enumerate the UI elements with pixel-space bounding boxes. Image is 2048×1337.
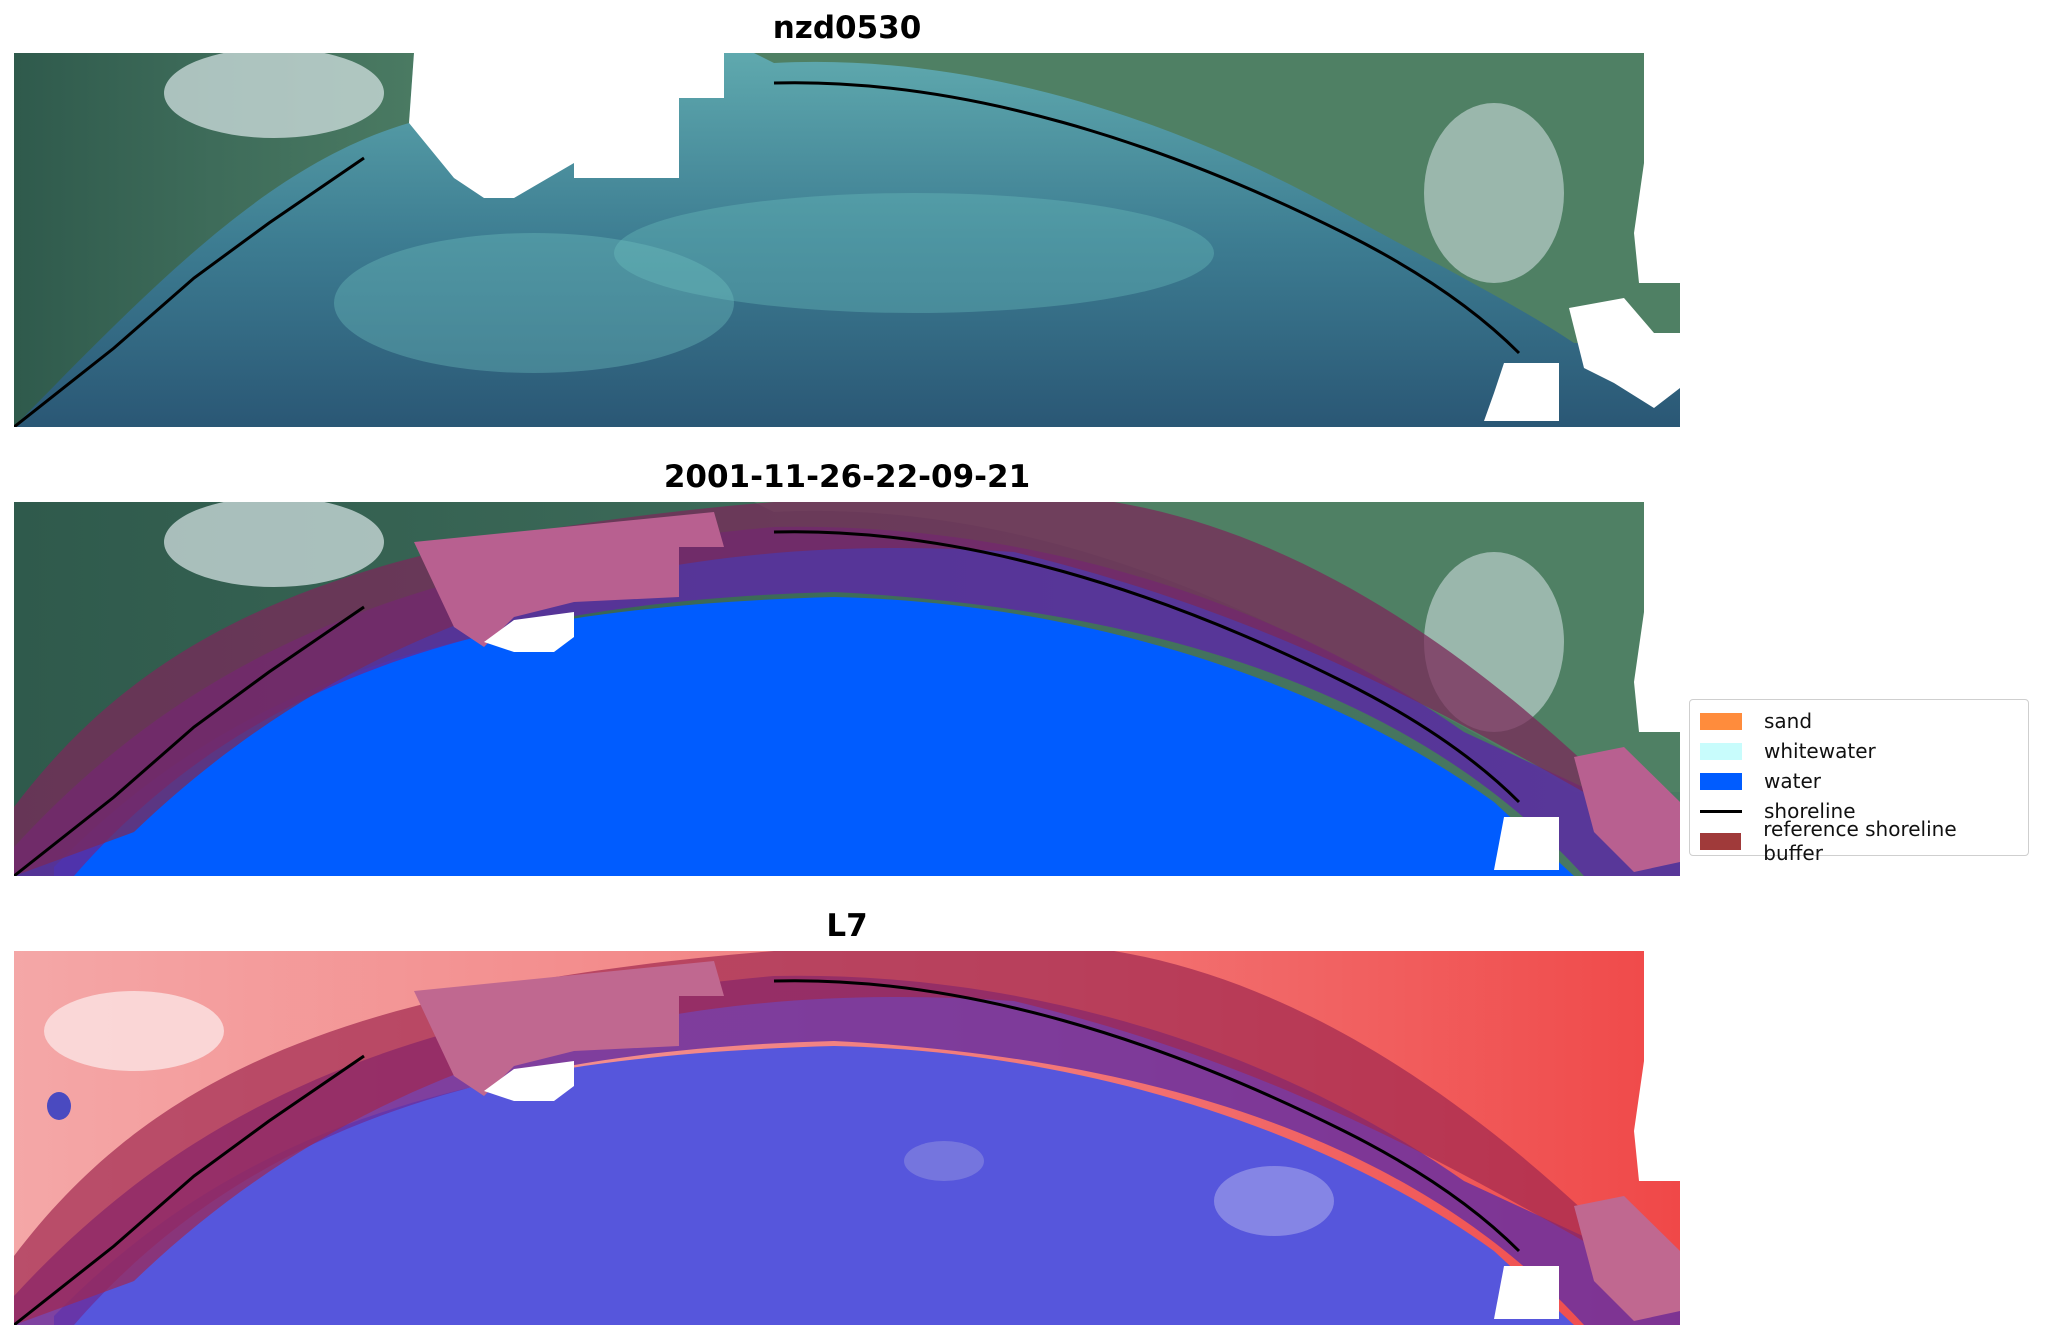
- panel-title-3: L7: [826, 908, 868, 944]
- classified-image: [14, 502, 1680, 876]
- legend-label-whitewater: whitewater: [1764, 739, 1876, 763]
- classified-image-panel: [14, 502, 1680, 876]
- legend-label-sand: sand: [1764, 709, 1813, 733]
- panel-title-2: 2001-11-26-22-09-21: [663, 459, 1031, 495]
- legend-item-reference-buffer: reference shoreline buffer: [1700, 817, 2018, 865]
- legend-label-shoreline: shoreline: [1764, 799, 1856, 823]
- legend-swatch-shoreline: [1700, 809, 1742, 813]
- rgb-image: [14, 53, 1680, 427]
- legend-item-water: water: [1700, 766, 2018, 796]
- panel-title-1: nzd0530: [772, 10, 922, 46]
- legend-swatch-reference-buffer: [1700, 832, 1742, 850]
- index-image: [14, 951, 1680, 1325]
- legend-swatch-sand: [1700, 712, 1742, 730]
- legend-label-reference-buffer: reference shoreline buffer: [1763, 817, 1957, 865]
- rgb-image-panel: [14, 53, 1680, 427]
- legend: sand whitewater water shoreline referenc…: [1689, 699, 2029, 865]
- legend-label-water: water: [1764, 769, 1821, 793]
- index-image-panel: [14, 951, 1680, 1325]
- legend-item-whitewater: whitewater: [1700, 736, 2018, 766]
- legend-item-shoreline: shoreline: [1700, 796, 2018, 826]
- legend-swatch-water: [1700, 772, 1742, 790]
- legend-swatch-whitewater: [1700, 742, 1742, 760]
- legend-item-sand: sand: [1700, 706, 2018, 736]
